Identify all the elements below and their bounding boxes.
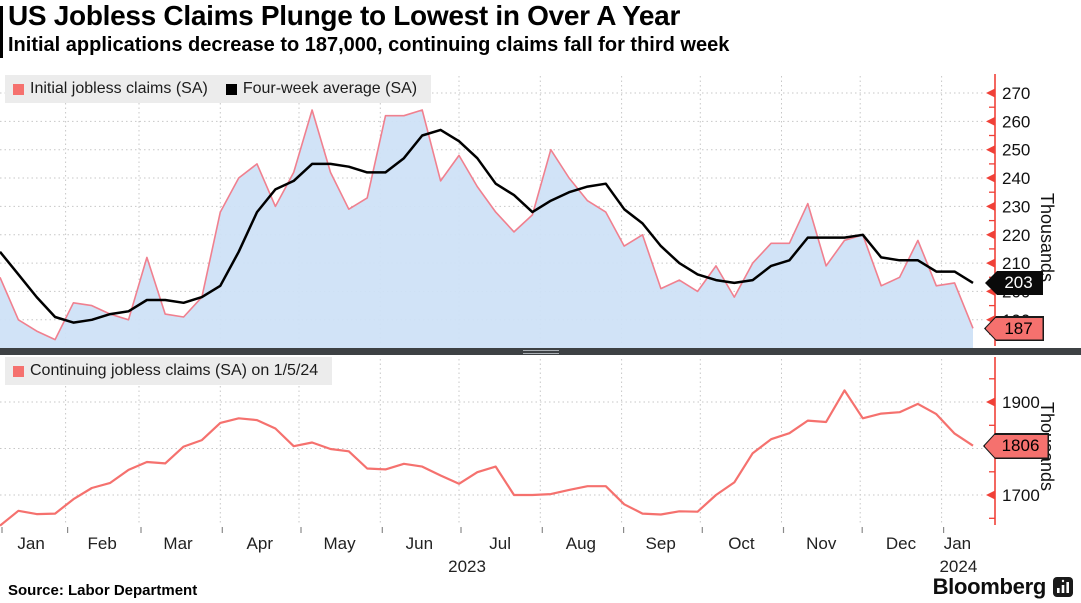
x-month-label: Apr	[247, 534, 273, 554]
callout-arrow-shape: 1806	[983, 433, 1049, 459]
x-month-label: Nov	[806, 534, 836, 554]
bloomberg-chart-icon	[1053, 577, 1073, 597]
window-edge	[0, 6, 3, 58]
x-month-label: Aug	[566, 534, 596, 554]
legend-item-four-week-average: Four-week average (SA)	[226, 80, 417, 98]
y-tick-label: 240	[1002, 169, 1030, 188]
source-note: Source: Labor Department	[8, 582, 197, 599]
bottom-chart-legend: Continuing jobless claims (SA) on 1/5/24	[5, 357, 332, 385]
initial-claims-area	[0, 110, 973, 348]
callout-arrow-shape: 203	[985, 271, 1043, 295]
y-tick-label: 270	[1002, 84, 1030, 103]
y-axis-major-tick	[986, 259, 995, 268]
callout-value: 187	[986, 318, 1043, 340]
y-tick-label: 1700	[1002, 486, 1040, 505]
legend-label: Initial jobless claims (SA)	[30, 80, 208, 98]
legend-label: Four-week average (SA)	[243, 80, 417, 98]
initial-claims-value-callout: 187	[984, 316, 1044, 341]
y-axis-major-tick	[986, 174, 995, 183]
y-axis-major-tick	[986, 89, 995, 98]
y-tick-label: 230	[1002, 197, 1030, 216]
y-tick-label: 220	[1002, 226, 1030, 245]
legend-swatch-icon	[226, 84, 237, 95]
y-axis-major-tick	[986, 117, 995, 126]
x-axis: Jan Feb Mar Apr May Jun Jul Aug Sep Oct Nov Dec Jan 2…	[0, 527, 1081, 577]
x-month-label: Jul	[489, 534, 511, 554]
legend-item-continuing-claims: Continuing jobless claims (SA) on 1/5/24	[13, 362, 318, 380]
top-chart-legend: Initial jobless claims (SA) Four-week av…	[5, 75, 431, 103]
legend-label: Continuing jobless claims (SA) on 1/5/24	[30, 362, 318, 380]
y-tick-label: 1900	[1002, 393, 1040, 412]
y-axis-major-tick	[986, 398, 995, 407]
callout-value: 203	[987, 273, 1042, 294]
bloomberg-wordmark: Bloomberg	[933, 574, 1046, 600]
x-month-label: Feb	[88, 534, 117, 554]
x-axis-ticks	[0, 527, 1081, 534]
x-month-label: May	[324, 534, 356, 554]
continuing-claims-line	[0, 390, 973, 525]
bloomberg-logo: Bloomberg	[933, 574, 1073, 600]
panel-divider	[0, 348, 1081, 355]
x-month-label: Sep	[646, 534, 676, 554]
top-y-axis-title: Thousands	[1036, 148, 1057, 328]
callout-arrow-shape: 187	[984, 316, 1044, 341]
chart-subtitle: Initial applications decrease to 187,000…	[8, 34, 729, 57]
y-axis-major-tick	[986, 230, 995, 239]
x-month-label: Jan	[944, 534, 971, 554]
y-axis-major-tick	[986, 202, 995, 211]
continuing-claims-value-callout: 1806	[983, 433, 1049, 459]
y-tick-label: 250	[1002, 141, 1030, 160]
chart-title: US Jobless Claims Plunge to Lowest in Ov…	[8, 0, 680, 32]
legend-swatch-icon	[13, 84, 24, 95]
x-month-label: Dec	[886, 534, 916, 554]
legend-item-initial-claims: Initial jobless claims (SA)	[13, 80, 208, 98]
legend-swatch-icon	[13, 366, 24, 377]
x-month-label: Jan	[17, 534, 44, 554]
y-axis-major-tick	[986, 145, 995, 154]
x-month-label: Oct	[728, 534, 754, 554]
chart-window: US Jobless Claims Plunge to Lowest in Ov…	[0, 0, 1081, 603]
callout-value: 1806	[985, 435, 1048, 458]
x-year-label: 2023	[448, 557, 486, 577]
four-week-average-value-callout: 203	[985, 271, 1043, 295]
y-tick-label: 260	[1002, 112, 1030, 131]
y-axis-major-tick	[986, 491, 995, 500]
x-month-label: Mar	[163, 534, 192, 554]
x-month-label: Jun	[406, 534, 433, 554]
initial-claims-chart: 190200210220230240250260270	[0, 72, 1081, 348]
panel-resize-handle[interactable]	[523, 350, 559, 354]
